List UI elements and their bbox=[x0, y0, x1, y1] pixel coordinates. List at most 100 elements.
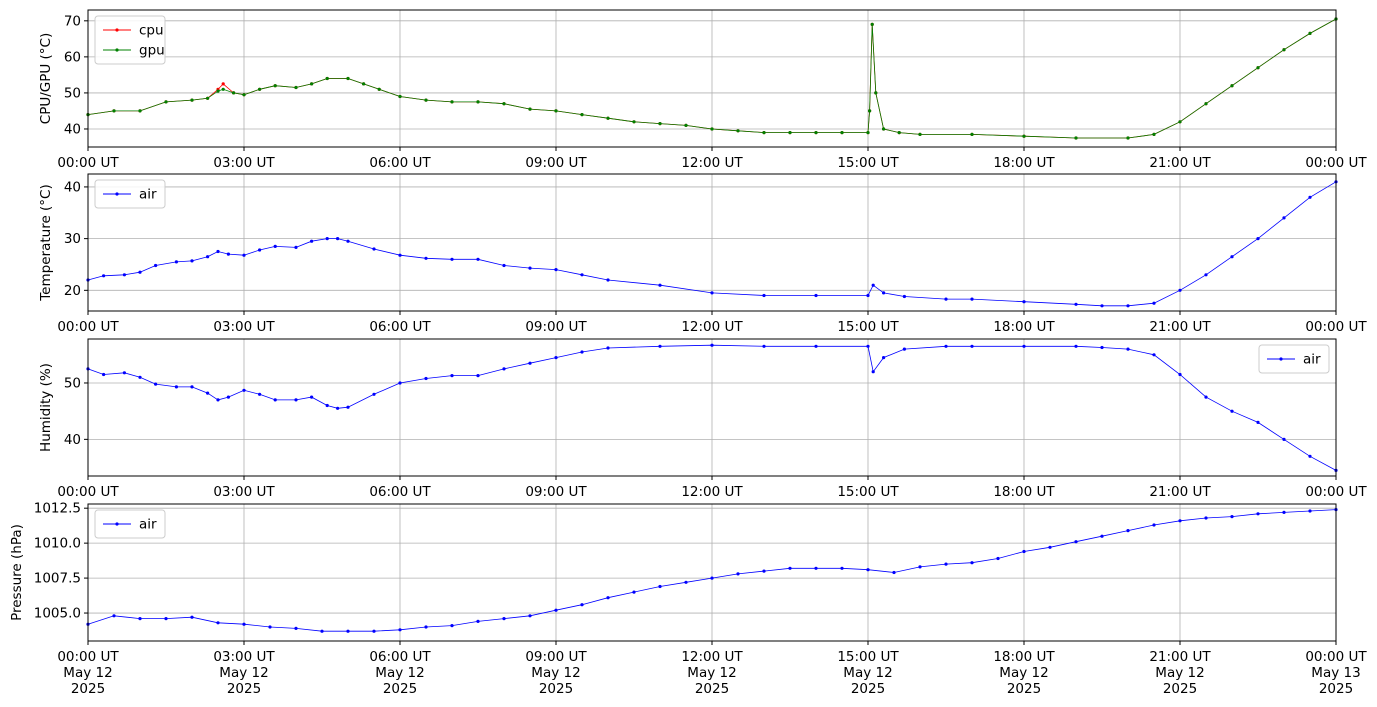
x-tick-label: 2025 bbox=[539, 681, 573, 697]
data-point-air bbox=[398, 381, 402, 385]
data-point-air bbox=[762, 344, 766, 348]
data-point-air bbox=[346, 629, 350, 633]
legend-label-gpu: gpu bbox=[139, 43, 165, 59]
x-tick-label: 2025 bbox=[1007, 681, 1041, 697]
data-point-air bbox=[710, 576, 714, 580]
data-point-gpu bbox=[897, 131, 901, 135]
data-point-gpu bbox=[377, 87, 381, 91]
x-tick-label: 12:00 UT bbox=[681, 484, 743, 500]
x-tick-label: May 12 bbox=[1155, 665, 1204, 681]
data-point-air bbox=[1100, 345, 1104, 350]
data-point-air bbox=[736, 572, 740, 576]
data-point-air bbox=[580, 273, 584, 277]
legend-label-air: air bbox=[1303, 352, 1321, 368]
y-axis-label: Pressure (hPa) bbox=[9, 524, 25, 621]
data-point-air bbox=[1256, 512, 1260, 516]
data-point-air bbox=[216, 249, 220, 254]
data-point-air bbox=[970, 344, 974, 348]
data-point-gpu bbox=[580, 113, 584, 117]
data-point-air bbox=[658, 584, 662, 589]
x-tick-label: 18:00 UT bbox=[993, 484, 1055, 500]
data-point-air bbox=[154, 382, 158, 386]
data-point-air bbox=[1126, 347, 1130, 351]
x-tick-label: 21:00 UT bbox=[1149, 319, 1211, 335]
data-point-air bbox=[554, 268, 558, 272]
data-point-air bbox=[336, 406, 340, 410]
x-tick-label: 06:00 UT bbox=[369, 319, 431, 335]
data-point-air bbox=[710, 291, 714, 295]
chart-panel-1: 40 50 60 70 00:00 UT 03:00 UT 06:00 UT 09:00 UT… bbox=[38, 9, 1367, 171]
x-tick-label: 09:00 UT bbox=[525, 319, 587, 335]
data-point-air bbox=[1126, 529, 1130, 533]
data-point-gpu bbox=[190, 98, 194, 102]
data-point-air bbox=[1126, 304, 1130, 308]
data-point-air bbox=[1256, 420, 1260, 424]
data-point-gpu bbox=[232, 91, 236, 95]
x-tick-label: May 12 bbox=[63, 665, 112, 681]
data-point-gpu bbox=[528, 107, 532, 111]
data-point-gpu bbox=[736, 129, 740, 133]
data-point-gpu bbox=[273, 84, 277, 88]
data-point-air bbox=[658, 283, 662, 287]
data-point-air bbox=[1308, 509, 1312, 513]
y-tick-label: 1010.0 bbox=[34, 536, 81, 552]
data-point-air bbox=[528, 266, 532, 270]
legend: air bbox=[94, 509, 166, 539]
data-point-gpu bbox=[258, 87, 262, 91]
x-tick-label: 2025 bbox=[1319, 681, 1353, 697]
data-point-air bbox=[1230, 515, 1234, 519]
data-point-air bbox=[1204, 395, 1208, 399]
data-point-gpu bbox=[658, 122, 662, 126]
x-tick-label: May 12 bbox=[999, 665, 1048, 681]
data-point-air bbox=[1204, 516, 1208, 520]
data-point-gpu bbox=[1022, 134, 1026, 138]
data-point-air bbox=[258, 248, 262, 252]
data-point-air bbox=[190, 615, 194, 619]
data-point-air bbox=[216, 398, 220, 402]
data-point-air bbox=[580, 603, 584, 607]
data-point-gpu bbox=[346, 76, 350, 81]
data-point-air bbox=[138, 270, 142, 274]
data-point-cpu bbox=[221, 82, 225, 86]
data-point-gpu bbox=[294, 85, 298, 90]
data-point-air bbox=[1308, 195, 1312, 199]
legend-box bbox=[94, 15, 166, 65]
data-point-air bbox=[918, 565, 922, 569]
x-tick-label: 12:00 UT bbox=[681, 319, 743, 335]
x-tick-label: May 12 bbox=[687, 665, 736, 681]
data-point-air bbox=[242, 622, 246, 626]
data-point-air bbox=[154, 263, 158, 268]
data-point-gpu bbox=[606, 116, 610, 120]
y-tick-label: 30 bbox=[64, 231, 81, 247]
chart-panel-3: 40 50 00:00 UT 03:00 UT 06:00 UT 09:00 UT 12:0… bbox=[38, 338, 1367, 500]
y-tick-label: 40 bbox=[64, 121, 81, 137]
data-point-gpu bbox=[1308, 31, 1312, 35]
data-point-air bbox=[346, 405, 350, 409]
data-point-gpu bbox=[1152, 132, 1156, 136]
x-tick-label: 00:00 UT bbox=[1305, 484, 1367, 500]
x-tick-label: 03:00 UT bbox=[213, 649, 275, 665]
data-point-gpu bbox=[476, 100, 480, 104]
data-point-air bbox=[190, 259, 194, 263]
data-point-air bbox=[866, 568, 870, 572]
x-tick-label: 12:00 UT bbox=[681, 155, 743, 171]
data-point-air bbox=[174, 260, 178, 264]
data-point-gpu bbox=[398, 94, 402, 99]
data-point-air bbox=[424, 376, 428, 381]
x-tick-label: 15:00 UT bbox=[837, 155, 899, 171]
y-tick-label: 1005.0 bbox=[34, 606, 81, 622]
data-point-air bbox=[528, 361, 532, 365]
data-point-air bbox=[684, 580, 688, 584]
legend-marker-air bbox=[115, 522, 119, 526]
data-point-gpu bbox=[632, 120, 636, 124]
x-tick-label: 12:00 UT bbox=[681, 649, 743, 665]
x-tick-label: 00:00 UT bbox=[1305, 155, 1367, 171]
data-point-air bbox=[174, 385, 178, 389]
data-point-air bbox=[1282, 437, 1286, 441]
x-tick-label: 06:00 UT bbox=[369, 649, 431, 665]
y-tick-label: 60 bbox=[64, 49, 81, 65]
data-point-air bbox=[398, 628, 402, 632]
data-point-air bbox=[788, 566, 792, 570]
data-point-air bbox=[138, 375, 142, 379]
